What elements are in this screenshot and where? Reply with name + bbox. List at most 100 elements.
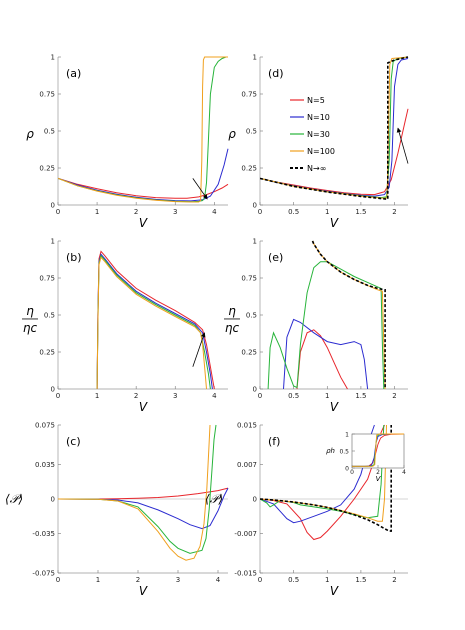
- x-tick-label: 0.5: [288, 576, 299, 584]
- y-tick-label: 1: [253, 238, 257, 246]
- x-tick-label: 2: [136, 576, 140, 584]
- x-tick-label: 2: [392, 392, 396, 400]
- x-tick-label: 1: [325, 392, 329, 400]
- series-N100-line: [58, 56, 228, 203]
- y-tick-label: 0.5: [246, 312, 257, 320]
- y-axis-label: ⟨𝒫⟩: [205, 492, 223, 506]
- series-N10-line: [58, 487, 229, 530]
- x-tick-label: 2: [392, 208, 396, 216]
- series-Ninf-line: [311, 240, 386, 389]
- series-N10-line: [283, 318, 369, 390]
- series-N100-line: [352, 433, 404, 467]
- legend-label: N=100: [307, 147, 335, 156]
- x-tick-label: 0: [56, 392, 60, 400]
- x-tick-label: 2: [134, 208, 138, 216]
- x-axis-label: V: [376, 475, 382, 483]
- panel-label: (b): [66, 251, 82, 264]
- x-tick-label: 0: [258, 392, 262, 400]
- x-axis-label: V: [330, 216, 339, 230]
- x-tick-label: 2: [134, 392, 138, 400]
- y-axis-label: ρh: [326, 447, 335, 455]
- x-tick-label: 3: [173, 392, 177, 400]
- y-tick-label: 0: [253, 386, 257, 394]
- y-tick-label: 1: [345, 432, 349, 439]
- x-tick-label: 0: [258, 576, 262, 584]
- series-N100-line: [58, 424, 211, 561]
- y-axis-label-denominator: ηc: [225, 321, 240, 335]
- y-tick-label: 0.5: [246, 128, 257, 136]
- series-N30-line: [267, 261, 385, 390]
- series-N5-line: [296, 329, 348, 390]
- series-N30-line: [58, 424, 217, 554]
- x-axis-label: V: [139, 400, 148, 414]
- series-N5-line: [58, 177, 229, 199]
- x-tick-label: 0: [56, 576, 60, 584]
- y-tick-label: 0.5: [44, 312, 55, 320]
- x-tick-label: 4: [212, 208, 217, 216]
- x-axis-label: V: [330, 584, 339, 598]
- panel-label: (c): [66, 435, 81, 448]
- x-tick-label: 1.5: [355, 392, 366, 400]
- y-tick-label: 0.075: [35, 422, 55, 430]
- legend-label: N=30: [307, 130, 330, 139]
- plots: 0 1 2 3 4 0 0.25 0.5 0.75 1 (a) Vρ 0 0.5 1 1.5 2 0 0.25 0.5…: [5, 54, 409, 598]
- y-tick-label: 1: [253, 54, 257, 62]
- y-axis-label-numerator: η: [26, 304, 34, 318]
- panel-label: (e): [268, 251, 283, 264]
- y-axis-label-numerator: η: [228, 304, 236, 318]
- inset-frame: [351, 433, 405, 469]
- y-tick-label: 1: [51, 238, 55, 246]
- x-tick-label: 4: [402, 469, 406, 476]
- panel-c: 0 1 2 3 4 -0.075 -0.035 0 0.035 0.075 (c) V ⟨𝒫⟩: [5, 422, 229, 598]
- y-tick-label: 0.015: [237, 422, 257, 430]
- x-tick-label: 1: [95, 392, 99, 400]
- legend-label: N=10: [307, 113, 330, 122]
- y-tick-label: 0: [345, 466, 349, 473]
- y-tick-label: 1: [51, 54, 55, 62]
- y-tick-label: 0.75: [39, 91, 55, 99]
- y-tick-label: 0.5: [44, 128, 55, 136]
- legend-label: N=5: [307, 96, 325, 105]
- x-tick-label: 1.5: [355, 576, 366, 584]
- panel-b: 0 1 2 3 4 0 0.25 0.5 0.75 1 (b) Vη ηc: [22, 238, 228, 414]
- series-N10-line: [58, 148, 229, 202]
- y-tick-label: 0: [253, 202, 257, 210]
- y-tick-label: 0.25: [39, 349, 55, 357]
- x-tick-label: 3: [173, 208, 177, 216]
- y-tick-label: 0.25: [241, 349, 257, 357]
- x-tick-label: 0: [258, 208, 262, 216]
- y-tick-label: 0.035: [35, 461, 55, 469]
- x-tick-label: 1: [96, 576, 100, 584]
- x-tick-label: 1: [325, 576, 329, 584]
- y-axis-label-denominator: ηc: [23, 321, 38, 335]
- y-tick-label: 0.75: [39, 275, 55, 283]
- y-axis-label: ρ: [228, 127, 236, 141]
- annotation-arrow: [192, 178, 208, 200]
- panel-label: (f): [268, 435, 280, 448]
- x-axis-label: V: [139, 584, 148, 598]
- y-tick-label: 0: [51, 202, 55, 210]
- series-N5-line: [58, 487, 229, 500]
- x-axis-label: V: [139, 216, 148, 230]
- x-tick-label: 4: [216, 576, 221, 584]
- x-tick-label: 1: [95, 208, 99, 216]
- legend: N=5 N=10 N=30 N=100 N→∞: [290, 96, 335, 173]
- y-tick-label: -0.015: [234, 570, 257, 578]
- x-tick-label: 2: [392, 576, 396, 584]
- y-axis-label: ρ: [26, 127, 34, 141]
- y-tick-label: 0.25: [39, 165, 55, 173]
- x-tick-label: 2: [376, 469, 380, 476]
- series-N30-line: [96, 254, 211, 390]
- y-tick-label: -0.007: [234, 530, 257, 538]
- x-tick-label: 1: [325, 208, 329, 216]
- y-axis-label: ⟨𝒫⟩: [5, 492, 23, 506]
- y-tick-label: 0.75: [241, 275, 257, 283]
- y-tick-label: 0: [51, 496, 55, 504]
- series-Ninf-line: [260, 56, 409, 200]
- y-tick-label: 0: [253, 496, 257, 504]
- y-tick-label: 0.5: [339, 449, 349, 456]
- series-N100-line: [96, 256, 207, 390]
- series-N5-line: [260, 108, 409, 196]
- panel-d: 0 0.5 1 1.5 2 0 0.25 0.5 0.75 1 (d) Vρ: [228, 54, 409, 230]
- x-tick-label: 0.5: [288, 208, 299, 216]
